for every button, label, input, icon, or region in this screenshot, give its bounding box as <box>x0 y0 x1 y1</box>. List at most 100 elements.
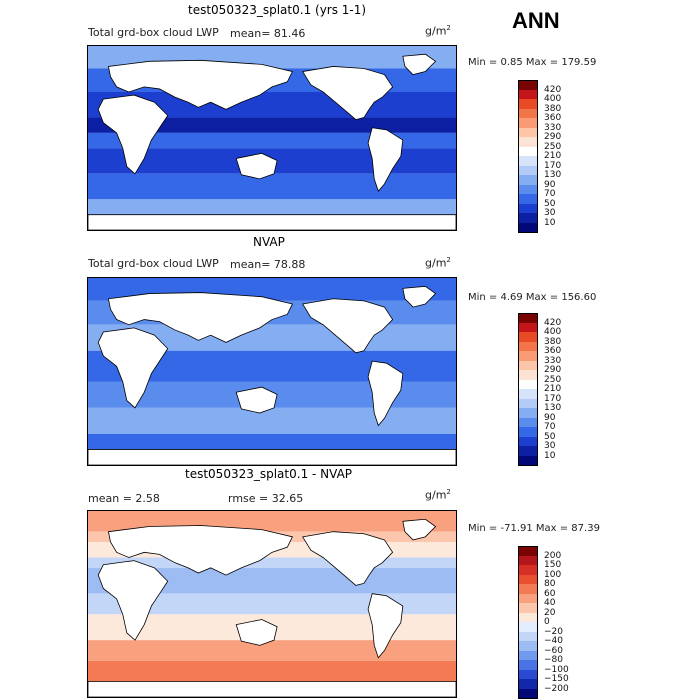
colorbar-tick-label: −150 <box>544 674 569 684</box>
land-outline <box>403 286 436 307</box>
colorbar-tick-label: 10 <box>544 450 556 461</box>
colorbar-tick-label: 130 <box>544 170 562 180</box>
colorbar-tick-label: 10 <box>544 217 556 228</box>
land-outline <box>98 328 168 408</box>
colorbar-tick-label: 150 <box>544 560 562 570</box>
colorbar-tick-label: −40 <box>544 636 563 646</box>
colorbar-tick-label: 40 <box>544 598 556 608</box>
ocean-field-band <box>88 173 456 200</box>
colorbar-swatch <box>518 631 538 642</box>
colorbar-swatch <box>518 679 538 689</box>
colorbar-tick-label: 400 <box>544 327 562 337</box>
panel-title: test050323_splat0.1 - NVAP <box>185 467 353 481</box>
colorbar-swatch <box>518 313 538 323</box>
land-outline <box>303 532 393 586</box>
min-max-label: Min = 4.69 Max = 156.60 <box>468 292 597 303</box>
colorbar-swatch <box>518 622 538 632</box>
ocean-field-band <box>88 660 456 682</box>
colorbar-swatch <box>518 194 538 204</box>
ocean-field-band <box>88 117 456 133</box>
land-outline <box>303 299 393 353</box>
land-outline <box>88 449 456 465</box>
colorbar-swatch <box>518 565 538 575</box>
colorbar-tick-label: 30 <box>544 441 556 451</box>
land-outline <box>368 128 403 191</box>
colorbar-swatch <box>518 360 538 371</box>
land-outline <box>108 293 292 343</box>
colorbar-tick-label: 170 <box>544 160 562 171</box>
land-outline <box>236 387 277 413</box>
colorbar-tick-label: 290 <box>544 132 562 142</box>
colorbar-tick-label: 420 <box>544 317 562 328</box>
colorbar-swatch <box>518 641 538 651</box>
colorbar-swatch <box>518 669 538 680</box>
colorbar-swatch <box>518 222 538 233</box>
land-outline <box>108 525 292 575</box>
colorbar-swatch <box>518 660 538 670</box>
map-svg <box>88 46 456 230</box>
colorbar-tick-label: 210 <box>544 151 562 161</box>
map-plot <box>87 510 457 698</box>
colorbar-tick-label: −100 <box>544 664 569 675</box>
colorbar-swatch <box>518 593 538 604</box>
map-svg <box>88 278 456 465</box>
units-text: g/m <box>425 24 447 38</box>
colorbar-swatch <box>518 213 538 223</box>
land-outline <box>88 682 456 697</box>
colorbar-swatch <box>518 184 538 195</box>
ocean-field-band <box>88 640 456 661</box>
colorbar-tick-label: 290 <box>544 365 562 375</box>
colorbar-swatch <box>518 584 538 594</box>
colorbar-swatch <box>518 341 538 352</box>
colorbar-tick-label: 200 <box>544 550 562 561</box>
colorbar-swatch <box>518 574 538 585</box>
rmse-value: rmse = 32.65 <box>228 492 304 505</box>
colorbar-tick-label: 20 <box>544 607 556 618</box>
land-outline <box>403 54 436 74</box>
ocean-field-band <box>88 557 456 568</box>
colorbar-swatch <box>518 546 538 556</box>
land-outline <box>88 215 456 230</box>
units-text: g/m <box>425 488 447 502</box>
colorbar-tick-label: 60 <box>544 588 556 599</box>
map-plot <box>87 277 457 466</box>
colorbar-swatch <box>518 612 538 623</box>
land-outline <box>98 561 168 641</box>
land-outline <box>98 95 168 174</box>
mean-value: mean = 2.58 <box>88 492 160 505</box>
colorbar-tick-label: 90 <box>544 179 556 190</box>
land-outline <box>236 153 277 179</box>
colorbar-swatch <box>518 603 538 613</box>
colorbar-tick-label: 360 <box>544 113 562 123</box>
colorbar-swatch <box>518 555 538 566</box>
colorbar-tick-label: −80 <box>544 655 563 665</box>
colorbar-swatch <box>518 351 538 361</box>
colorbar-swatch <box>518 398 538 409</box>
colorbar-swatch <box>518 455 538 466</box>
colorbar-tick-label: −200 <box>544 683 569 694</box>
colorbar-swatch <box>518 427 538 437</box>
map-plot <box>87 45 457 231</box>
colorbar-swatch <box>518 80 538 90</box>
units-text: g/m <box>425 256 447 270</box>
ocean-field-band <box>88 132 456 149</box>
colorbar-tick-label: 70 <box>544 189 556 199</box>
ocean-field-band <box>88 407 456 434</box>
colorbar-swatch <box>518 417 538 428</box>
colorbar-tick-label: 100 <box>544 569 562 580</box>
colorbar-tick-label: −20 <box>544 626 563 637</box>
units-label: g/m2 <box>425 24 451 38</box>
colorbar-swatch <box>518 127 538 138</box>
colorbar-swatch <box>518 137 538 147</box>
units-exponent: 2 <box>446 256 451 264</box>
colorbar-tick-label: 50 <box>544 431 556 442</box>
colorbar-tick-label: 420 <box>544 84 562 95</box>
colorbar-tick-label: 380 <box>544 336 562 347</box>
colorbar-swatch <box>518 203 538 214</box>
units-exponent: 2 <box>446 24 451 32</box>
colorbar-tick-label: 400 <box>544 94 562 104</box>
colorbar-tick-label: 70 <box>544 422 556 432</box>
colorbar-tick-label: 30 <box>544 208 556 218</box>
colorbar-swatch <box>518 165 538 176</box>
mean-value: mean= 81.46 <box>230 27 306 40</box>
